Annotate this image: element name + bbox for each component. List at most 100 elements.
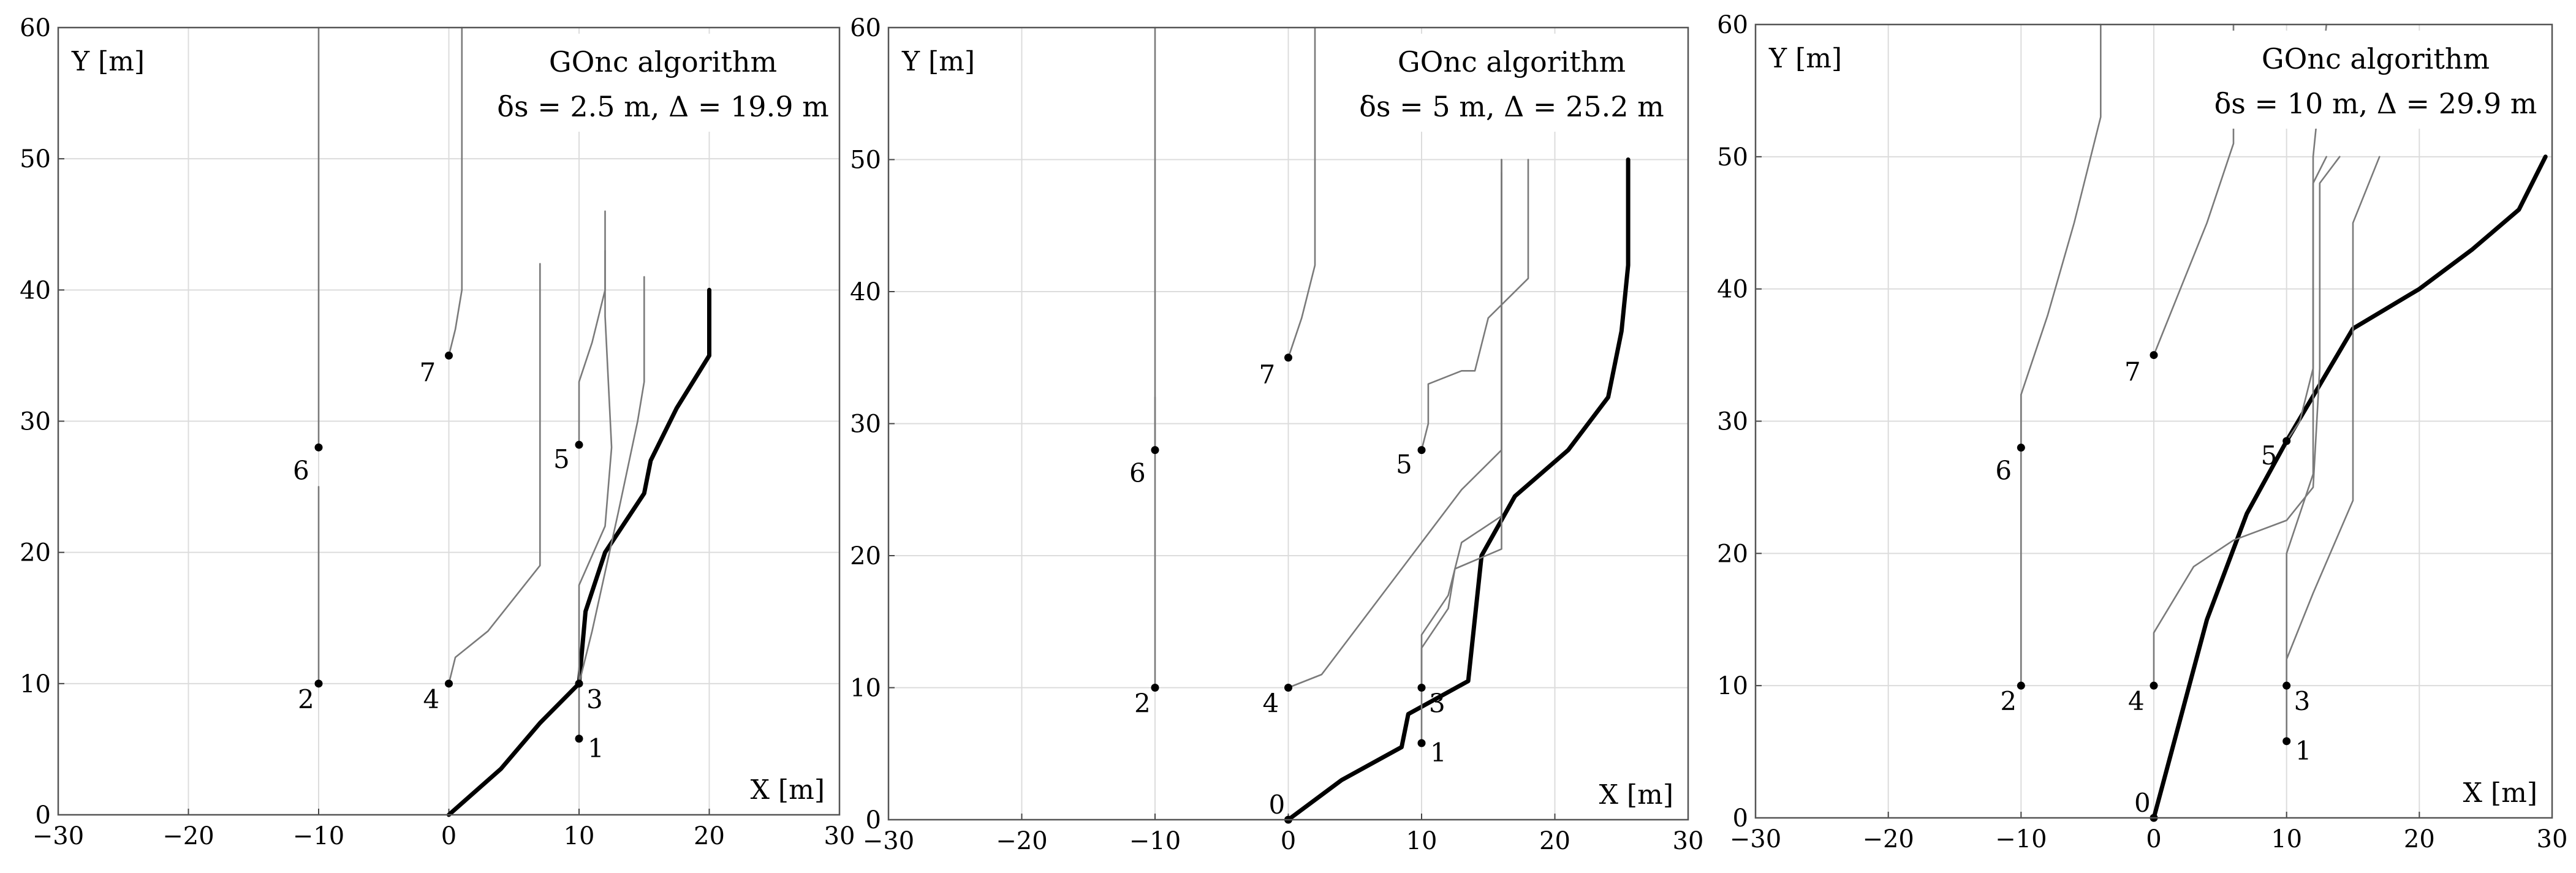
start-point-2 <box>314 679 323 688</box>
y-tick-label: 40 <box>850 278 881 306</box>
y-tick-label: 30 <box>20 408 51 436</box>
trajectory-robot-1 <box>2286 156 2381 743</box>
y-tick-label: 20 <box>1717 540 1748 568</box>
start-point-label: 3 <box>2294 686 2311 716</box>
x-tick-label: 20 <box>2404 825 2435 853</box>
x-tick-label: 0 <box>1281 827 1296 855</box>
trajectory-robot-7 <box>448 26 463 357</box>
y-axis-label: Y [m] <box>901 46 975 77</box>
y-tick-label: 50 <box>1717 143 1748 172</box>
trajectory-robot-4 <box>1287 159 1502 689</box>
start-point-4 <box>445 679 453 688</box>
trajectory-robot-6 <box>2020 23 2102 448</box>
start-point-label: 0 <box>1269 790 1286 820</box>
plot-frame <box>887 26 1689 821</box>
trajectory-robot-5 <box>578 249 606 446</box>
y-tick-label: 30 <box>1717 408 1748 436</box>
chart-subtitle: δs = 5 m, Δ = 25.2 m <box>1359 90 1664 123</box>
x-axis-label: X [m] <box>1599 779 1673 811</box>
chart-panel-2: −30 −20 −10 0 10 20 30 0 10 20 30 40 50 60 0 1 2 3 4 5 6 7 Y [… <box>850 14 1703 855</box>
x-tick-label: 10 <box>564 822 595 850</box>
y-tick-label: 10 <box>850 675 881 703</box>
start-point-label: 6 <box>1995 456 2012 486</box>
chart-panel-3: −30 −20 −10 0 10 20 30 0 10 20 30 40 50 60 0 1 2 3 4 5 6 7 Y [… <box>1717 11 2567 853</box>
x-tick-label: −10 <box>293 822 344 850</box>
start-point-label: 3 <box>586 684 603 714</box>
x-tick-label: 20 <box>694 822 725 850</box>
trajectory-robot-0 <box>1286 157 1631 822</box>
title-box <box>1340 34 1683 132</box>
trajectory-robot-3 <box>578 276 645 685</box>
start-point-label: 4 <box>2128 686 2145 716</box>
y-tick-label: 40 <box>1717 276 1748 304</box>
chart-title: GOnc algorithm <box>1398 45 1626 78</box>
start-point-label: 2 <box>2000 686 2017 716</box>
x-tick-label: 30 <box>2537 825 2568 853</box>
chart-panel-1: −30 −20 −10 0 10 20 30 0 10 20 30 40 50 60 1 2 3 4 5 6 7 Y [m… <box>20 14 855 850</box>
plot-frame <box>1754 23 2553 819</box>
y-tick-label: 10 <box>20 670 51 698</box>
chart-title: GOnc algorithm <box>2262 42 2490 75</box>
start-point-label: 2 <box>298 684 314 714</box>
chart-subtitle: δs = 10 m, Δ = 29.9 m <box>2214 87 2537 120</box>
start-point-label: 5 <box>553 444 570 474</box>
start-point-3 <box>575 679 583 688</box>
start-point-label: 4 <box>1263 689 1279 719</box>
start-point-1 <box>575 735 583 743</box>
plot-frame <box>57 26 841 816</box>
y-tick-label: 50 <box>850 146 881 175</box>
start-point-6 <box>2017 444 2025 452</box>
trajectory-robot-4 <box>2153 156 2341 687</box>
x-tick-label: 10 <box>2271 825 2302 853</box>
start-point-2 <box>1151 684 1159 692</box>
start-point-label: 6 <box>1129 458 1146 488</box>
y-tick-label: 30 <box>850 410 881 439</box>
y-tick-label: 20 <box>20 539 51 567</box>
start-point-label: 4 <box>423 684 440 714</box>
trajectory-robot-1 <box>1420 172 1502 744</box>
start-point-label: 2 <box>1134 689 1151 719</box>
y-axis-label: Y [m] <box>71 46 145 77</box>
start-point-3 <box>2282 681 2291 690</box>
x-tick-label: 30 <box>824 822 855 850</box>
start-point-label: 5 <box>1396 450 1412 480</box>
title-box <box>2204 31 2547 129</box>
x-tick-label: −20 <box>996 827 1047 855</box>
start-point-7 <box>445 351 453 360</box>
start-point-label: 7 <box>420 357 436 387</box>
trajectory-robot-5 <box>1420 159 1529 451</box>
start-point-5 <box>575 440 583 449</box>
y-tick-label: 0 <box>36 801 51 830</box>
start-point-2 <box>2017 681 2025 690</box>
x-tick-label: −30 <box>863 827 914 855</box>
start-point-4 <box>1284 684 1292 692</box>
x-tick-label: −10 <box>1129 827 1181 855</box>
start-point-label: 5 <box>2261 440 2278 471</box>
start-point-label: 1 <box>2295 736 2312 766</box>
start-point-6 <box>1151 446 1159 455</box>
x-tick-label: −20 <box>1862 825 1914 853</box>
trajectory-robot-7 <box>1287 26 1316 359</box>
start-point-label: 0 <box>2134 788 2151 818</box>
start-point-7 <box>2150 351 2158 360</box>
chart-subtitle: δs = 2.5 m, Δ = 19.9 m <box>497 90 828 123</box>
title-box <box>491 34 835 132</box>
start-point-label: 3 <box>1429 689 1445 719</box>
start-point-5 <box>1417 446 1426 455</box>
start-point-label: 1 <box>588 733 604 763</box>
y-axis-label: Y [m] <box>1768 43 1842 74</box>
trajectory-robot-4 <box>448 263 541 685</box>
trajectory-robot-0 <box>2151 154 2548 820</box>
start-point-4 <box>2150 681 2158 690</box>
x-axis-label: X [m] <box>2463 777 2537 809</box>
y-tick-label: 60 <box>1717 11 1748 39</box>
y-tick-label: 0 <box>866 806 881 834</box>
y-tick-label: 60 <box>20 14 51 42</box>
x-tick-label: 20 <box>1539 827 1570 855</box>
x-tick-label: 0 <box>441 822 456 850</box>
start-point-label: 7 <box>1259 360 1276 390</box>
y-tick-label: 60 <box>850 14 881 42</box>
x-tick-label: 30 <box>1673 827 1704 855</box>
x-tick-label: −30 <box>32 822 84 850</box>
